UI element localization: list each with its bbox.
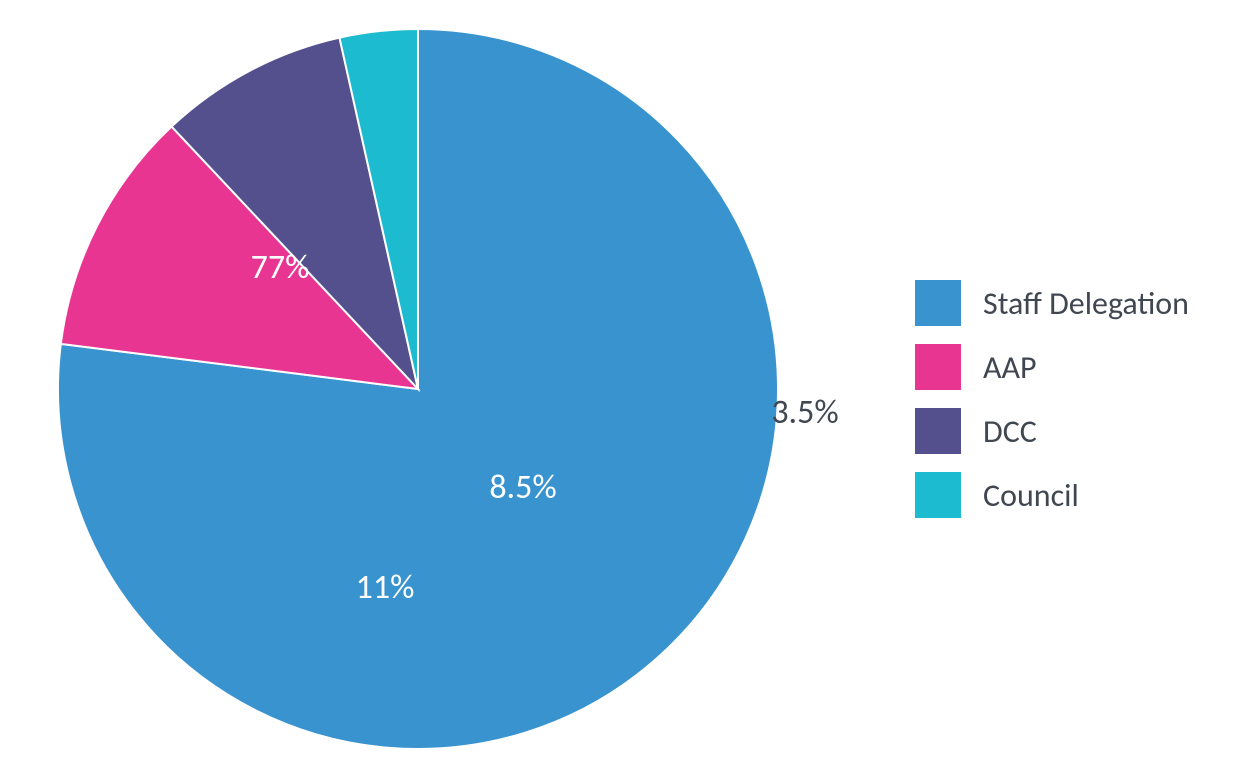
legend-item-council: Council xyxy=(915,472,1189,518)
legend-swatch xyxy=(915,408,961,454)
legend-label: Staff Delegation xyxy=(983,284,1189,323)
slice-label-staff-delegation: 77% xyxy=(251,247,310,288)
legend-swatch xyxy=(915,280,961,326)
legend-swatch xyxy=(915,344,961,390)
slice-label-council: 3.5% xyxy=(771,392,838,433)
legend: Staff Delegation AAP DCC Council xyxy=(915,280,1189,536)
legend-swatch xyxy=(915,472,961,518)
slice-label-aap: 11% xyxy=(356,567,415,608)
legend-label: Council xyxy=(983,476,1079,515)
chart-container: 77% 11% 8.5% 3.5% Staff Delegation AAP DCC Cou… xyxy=(0,0,1259,778)
legend-item-aap: AAP xyxy=(915,344,1189,390)
slice-label-dcc: 8.5% xyxy=(489,467,556,508)
legend-label: DCC xyxy=(983,412,1037,451)
legend-item-staff-delegation: Staff Delegation xyxy=(915,280,1189,326)
legend-label: AAP xyxy=(983,348,1037,387)
legend-item-dcc: DCC xyxy=(915,408,1189,454)
